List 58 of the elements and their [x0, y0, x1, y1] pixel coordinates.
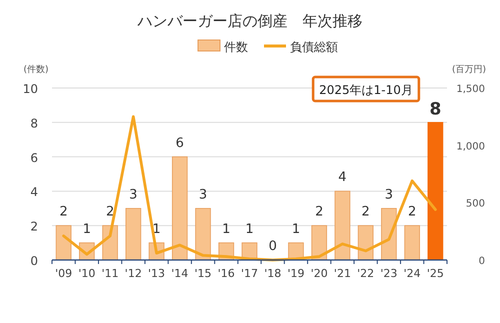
x-tick-label: '12 — [124, 267, 142, 280]
data-label: 2 — [106, 204, 114, 220]
data-label: 3 — [198, 187, 208, 202]
data-label: 2 — [59, 204, 68, 220]
legend-label: 件数 — [224, 40, 248, 54]
y2-tick-label: 1,000 — [456, 141, 485, 152]
y-tick-label: 2 — [30, 220, 38, 234]
x-tick-label: '14 — [171, 267, 188, 280]
y2-tick-label: 1,500 — [456, 84, 485, 95]
x-tick-label: '09 — [55, 267, 72, 280]
x-tick-label: '18 — [264, 267, 282, 280]
y2-tick-label: 0 — [478, 256, 485, 267]
bar — [172, 156, 188, 260]
y-tick-label: 10 — [22, 82, 38, 96]
y-tick-label: 0 — [30, 254, 38, 268]
x-tick-label: '19 — [287, 267, 304, 280]
y2-tick-label: 500 — [466, 198, 485, 210]
x-tick-label: '23 — [380, 267, 398, 280]
data-label: 1 — [222, 222, 230, 237]
y-axis-title: (件数) — [23, 64, 49, 75]
legend-label: 負債総額 — [290, 40, 338, 54]
y2-axis-title: (百万円) — [452, 65, 486, 75]
bar — [428, 122, 444, 260]
x-tick-label: '10 — [78, 267, 96, 280]
chart-title: ハンバーガー店の倒産 年次推移 — [136, 12, 362, 30]
x-tick-label: '21 — [334, 267, 351, 280]
bar — [195, 208, 211, 260]
data-label: 1 — [152, 222, 161, 237]
x-tick-label: '16 — [218, 267, 235, 280]
x-tick-label: '25 — [426, 267, 444, 280]
data-label: 2 — [362, 204, 370, 220]
data-label: 0 — [268, 239, 277, 254]
annotation: 2025年は1-10月 — [319, 83, 413, 97]
x-tick-label: '24 — [404, 267, 421, 280]
data-label: 8 — [429, 99, 442, 120]
x-tick-label: '15 — [194, 267, 212, 280]
x-tick-label: '20 — [310, 267, 328, 280]
data-label: 1 — [245, 222, 254, 237]
bar — [56, 225, 72, 260]
bar — [125, 208, 142, 260]
x-tick-label: '22 — [357, 267, 374, 280]
data-label: 1 — [82, 222, 91, 237]
x-tick-label: '17 — [240, 267, 258, 280]
bar — [334, 190, 350, 260]
data-label: 4 — [338, 170, 347, 186]
x-tick-label: '13 — [148, 267, 166, 280]
y-tick-label: 6 — [30, 150, 38, 165]
y-tick-label: 4 — [30, 185, 38, 200]
line-series — [62, 115, 437, 262]
data-label: 1 — [292, 222, 300, 237]
data-label: 2 — [315, 204, 324, 220]
data-label: 3 — [129, 187, 138, 202]
data-label: 2 — [408, 204, 416, 220]
data-label: 6 — [176, 136, 184, 151]
data-label: 3 — [384, 187, 394, 202]
bar — [404, 225, 420, 260]
x-tick-label: '11 — [102, 267, 119, 280]
y-tick-label: 8 — [30, 116, 38, 130]
